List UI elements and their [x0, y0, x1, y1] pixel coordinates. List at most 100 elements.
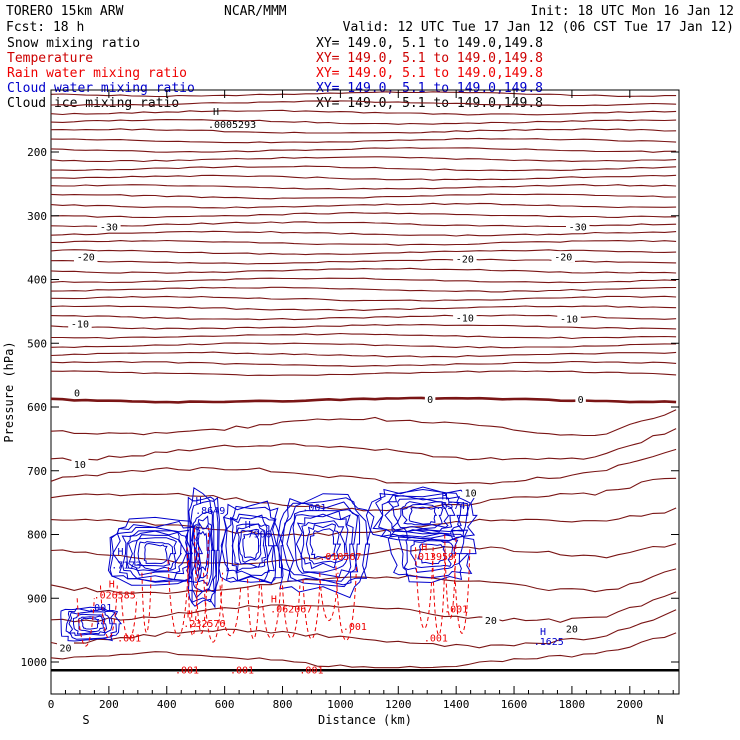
- temperature-contour-line: [50, 609, 677, 649]
- cloud-water-contour: [309, 528, 337, 560]
- field-name: Cloud ice mixing ratio: [7, 96, 179, 111]
- x-tick-label: 1000: [327, 698, 354, 711]
- temperature-contour-line: [50, 543, 677, 566]
- maximum-marker: H: [540, 627, 546, 638]
- rain-water-contour: [444, 534, 457, 619]
- cloud-water-contour: [60, 606, 123, 642]
- cloud-water-contour: [403, 534, 461, 573]
- rain-water-label: .001: [444, 604, 468, 615]
- cloud-water-label: .1625: [534, 637, 564, 648]
- label-mask: [462, 487, 480, 499]
- valid-time: Valid: 12 UTC Tue 17 Jan 12 (06 CST Tue …: [343, 20, 734, 35]
- field-range: XY= 149.0, 5.1 to 149.0,149.8: [316, 51, 543, 66]
- temperature-contour-line: [51, 174, 677, 181]
- label-mask: [565, 221, 590, 233]
- rain-water-label: .001: [175, 665, 199, 676]
- label-mask: [453, 311, 477, 323]
- rain-water-contour: [415, 547, 434, 630]
- temperature-contour-line: [50, 295, 677, 302]
- cloud-water-contour: [193, 515, 213, 587]
- north-end-label: N: [656, 713, 663, 727]
- x-tick-label: 2000: [617, 698, 644, 711]
- rain-water-contour: [167, 559, 190, 637]
- rain-water-contour: [260, 585, 282, 639]
- x-tick-label: 800: [273, 698, 293, 711]
- temperature-contour-line: [51, 332, 677, 340]
- temperature-contour-line: [50, 351, 677, 358]
- maximum-marker: H: [442, 491, 448, 502]
- temperature-contour-line: [50, 448, 677, 485]
- cloud-water-contour: [305, 523, 342, 565]
- cloud-water-contours: [60, 486, 478, 642]
- temperature-contour-line: [50, 212, 677, 219]
- x-tick-label: 1400: [443, 698, 470, 711]
- temperature-contour-line: [50, 428, 677, 462]
- label-mask: [453, 253, 477, 265]
- cloud-water-contour: [231, 523, 269, 572]
- temperature-contour-line: [50, 100, 677, 107]
- temperature-contour-line: [50, 632, 677, 669]
- cloud-water-contour: [292, 510, 354, 578]
- rain-water-label: .026585: [94, 590, 136, 601]
- temperature-contour-line: [50, 249, 677, 256]
- rain-water-contour: [319, 572, 339, 622]
- temperature-label: -20: [77, 253, 95, 264]
- field-legend: Snow mixing ratio XY= 149.0, 5.1 to 149.0…: [7, 36, 543, 111]
- rain-water-contour: [247, 579, 261, 640]
- cloud-water-label: .7173: [111, 560, 141, 571]
- temperature-contour-line: [50, 568, 677, 595]
- rain-water-label: .001: [230, 665, 254, 676]
- cloud-water-contour: [189, 500, 217, 599]
- cloud-water-contour: [410, 538, 454, 569]
- temperature-contour-line: [50, 277, 677, 284]
- cloud-water-label: .001: [88, 603, 112, 614]
- temperature-contour-line: [50, 258, 677, 265]
- y-tick-label: 800: [27, 529, 47, 542]
- temperature-contour-line: [50, 202, 677, 209]
- snow-max-label: .0005293: [208, 120, 256, 131]
- label-mask: [97, 221, 121, 233]
- cloud-water-contour: [286, 509, 359, 582]
- cloud-water-contour: [190, 510, 215, 592]
- plot-frame: [50, 89, 680, 695]
- rain-water-contour: [302, 579, 321, 640]
- cloud-water-contour: [68, 611, 114, 636]
- rain-water-contour: [121, 598, 138, 640]
- maximum-marker: H: [117, 547, 123, 558]
- rain-water-contour: [219, 585, 242, 636]
- temperature-label: 20: [59, 643, 71, 654]
- maximum-marker: H: [196, 496, 202, 507]
- temperature-contour-line: [50, 230, 677, 237]
- cloud-water-contour: [225, 513, 276, 582]
- label-mask: [56, 641, 74, 653]
- rain-water-contour: [203, 572, 224, 643]
- x-tick-label: 400: [157, 698, 177, 711]
- maximum-marker: H: [271, 595, 277, 606]
- label-mask: [424, 393, 436, 405]
- cloud-water-contour: [127, 534, 183, 572]
- rain-water-contour: [432, 553, 446, 636]
- temperature-contour-line: [50, 286, 677, 293]
- south-end-label: S: [82, 713, 89, 727]
- rain-water-contour: [186, 547, 199, 637]
- temperature-label: 10: [465, 489, 477, 500]
- temperature-contour-line: [50, 128, 677, 134]
- cloud-water-label: .001: [302, 503, 326, 514]
- y-tick-label: 1000: [21, 656, 48, 669]
- cloud-water-contour: [408, 506, 438, 525]
- cloud-water-contour: [242, 532, 260, 560]
- maximum-marker: H: [109, 579, 115, 590]
- rain-water-contour: [453, 547, 471, 634]
- temperature-contour-line: [50, 305, 677, 312]
- temperature-contour-line: [50, 360, 677, 367]
- temperature-label: -10: [560, 315, 578, 326]
- cloud-water-contour: [80, 617, 100, 630]
- x-tick-label: 1600: [501, 698, 528, 711]
- cloud-water-contour: [377, 492, 469, 538]
- x-tick-label: 0: [48, 698, 55, 711]
- cloud-water-contour: [133, 537, 178, 571]
- temperature-label: 0: [578, 395, 584, 406]
- x-axis-ticks: 0 200 400 600 800 1000 1200 1400 1600 1800 2000: [48, 90, 674, 711]
